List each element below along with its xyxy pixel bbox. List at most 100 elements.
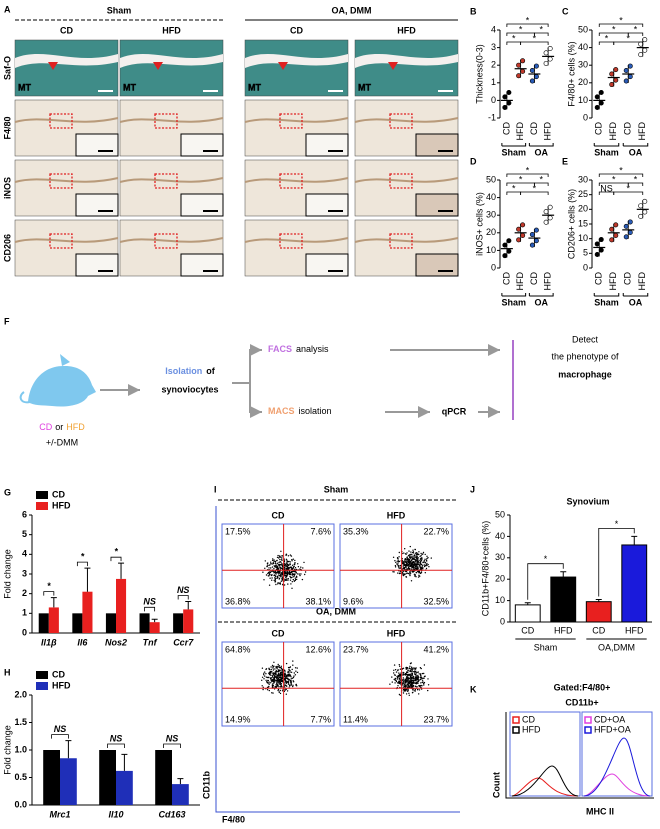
event-dot [404, 682, 406, 684]
panel-label: H [4, 667, 11, 677]
event-dot [279, 583, 281, 585]
event-dot [409, 571, 411, 573]
event-dot [270, 674, 272, 676]
y-tick-label: 1 [491, 77, 496, 87]
event-dot [281, 690, 284, 692]
source-part: CD [39, 422, 52, 432]
event-dot [274, 572, 277, 574]
sig-label: * [634, 24, 638, 34]
event-dot [412, 668, 414, 670]
event-dot [261, 685, 263, 687]
data-dot [627, 219, 633, 225]
event-dot [404, 690, 407, 692]
event-dot [280, 671, 283, 673]
error-bar [595, 599, 602, 602]
event-dot [290, 675, 292, 678]
y-tick-label: 50 [578, 24, 588, 34]
event-dot [415, 676, 417, 678]
event-dot [419, 564, 421, 566]
event-dot [416, 677, 418, 679]
x-tick-label: CD [623, 122, 633, 135]
event-dot [416, 682, 418, 684]
sig-bracket [598, 23, 644, 27]
sig-label: * [526, 165, 530, 175]
data-dot [609, 82, 615, 88]
event-dot [287, 666, 290, 669]
event-dot [393, 672, 395, 674]
event-dot [289, 579, 292, 581]
sig-bracket [43, 591, 55, 596]
event-dot [285, 558, 288, 560]
legend-label: CD+OA [594, 714, 625, 724]
group-bracket [593, 293, 620, 297]
data-dot [502, 104, 508, 110]
event-dot [281, 578, 284, 581]
data-dot [502, 94, 508, 100]
event-dot [268, 567, 270, 569]
event-dot [406, 556, 408, 558]
plot-frame [221, 523, 335, 609]
event-dot [296, 671, 299, 674]
event-dot [407, 566, 410, 568]
event-dot [403, 561, 405, 563]
event-dot [403, 686, 406, 688]
event-dot [272, 692, 274, 694]
roi-box [279, 113, 303, 129]
event-dot [299, 574, 301, 577]
event-dot [281, 557, 283, 559]
event-dot [402, 677, 405, 679]
event-dot [398, 567, 400, 569]
event-dot [284, 673, 286, 675]
event-dot [410, 564, 412, 566]
event-dot [284, 572, 286, 574]
sig-label: * [519, 174, 523, 184]
event-dot [412, 679, 414, 682]
sig-bracket [107, 743, 125, 748]
event-dot [282, 677, 284, 680]
event-dot [418, 553, 420, 556]
legend-swatch [584, 716, 592, 724]
event-dot [275, 682, 278, 684]
data-dot [642, 198, 648, 204]
event-dot [273, 579, 275, 582]
x-tick-label: CD [501, 272, 511, 285]
event-dot [261, 667, 264, 669]
event-dot [402, 692, 405, 694]
x-tick-label: CD [529, 272, 539, 285]
quadrant-label: 23.7% [343, 644, 369, 654]
quadrant-label: 64.8% [225, 644, 251, 654]
event-dot [424, 553, 426, 556]
event-dot [411, 554, 413, 556]
event-dot [418, 551, 420, 553]
y-axis-label: CD206+ cells (%) [566, 189, 576, 259]
event-dot [271, 676, 274, 678]
event-dot [280, 667, 283, 670]
event-dot [404, 565, 407, 567]
event-dot [278, 556, 281, 558]
event-dot [412, 557, 415, 559]
error-bar [118, 562, 125, 579]
event-dot [277, 582, 279, 584]
event-dot [420, 568, 423, 570]
sig-bracket [533, 32, 549, 36]
event-dot [267, 679, 269, 682]
event-dot [422, 561, 424, 564]
group-header: Sham [107, 5, 132, 15]
event-dot [399, 694, 401, 696]
event-dot [404, 558, 406, 560]
event-dot [291, 574, 294, 576]
event-dot [409, 662, 412, 665]
event-dot [287, 674, 289, 677]
event-dot [291, 564, 294, 566]
sig-bracket [613, 41, 644, 45]
inset [415, 193, 459, 217]
event-dot [404, 553, 407, 555]
data-dot [642, 37, 648, 43]
event-dot [290, 555, 293, 557]
row-header: F4/80 [2, 116, 12, 139]
bar [116, 770, 133, 805]
event-dot [277, 671, 280, 673]
quadrant-label: 9.6% [343, 596, 364, 606]
event-dot [286, 562, 288, 564]
event-dot [278, 686, 280, 688]
